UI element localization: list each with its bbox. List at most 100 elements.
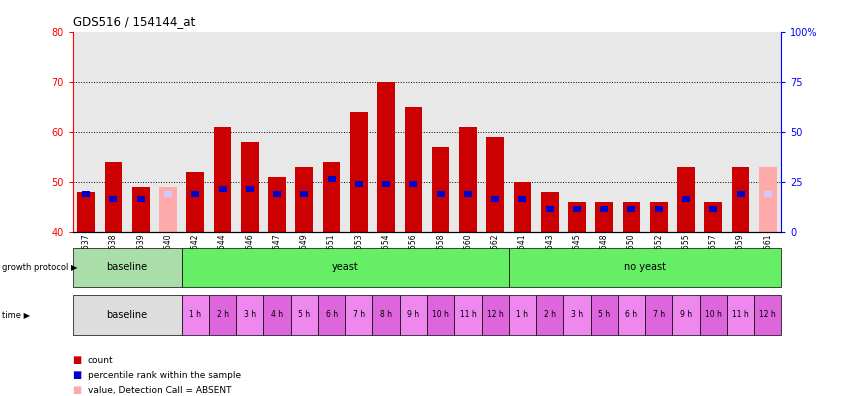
Bar bbox=[649, 202, 667, 232]
Bar bbox=[654, 206, 662, 211]
Text: 3 h: 3 h bbox=[243, 310, 256, 319]
Text: 5 h: 5 h bbox=[597, 310, 610, 319]
Text: 6 h: 6 h bbox=[325, 310, 337, 319]
Bar bbox=[536, 295, 563, 335]
Bar bbox=[409, 181, 417, 187]
Bar bbox=[682, 196, 689, 202]
Text: 2 h: 2 h bbox=[217, 310, 229, 319]
Bar bbox=[191, 190, 199, 197]
Bar bbox=[508, 248, 780, 287]
Bar bbox=[699, 295, 726, 335]
Text: 7 h: 7 h bbox=[352, 310, 364, 319]
Bar bbox=[131, 187, 149, 232]
Bar bbox=[246, 186, 253, 192]
Text: baseline: baseline bbox=[107, 262, 148, 272]
Bar bbox=[704, 202, 722, 232]
Bar bbox=[82, 190, 90, 197]
Text: 6 h: 6 h bbox=[624, 310, 637, 319]
Bar bbox=[735, 190, 744, 197]
Text: 1 h: 1 h bbox=[189, 310, 201, 319]
Text: no yeast: no yeast bbox=[624, 262, 665, 272]
Text: 11 h: 11 h bbox=[731, 310, 748, 319]
Bar bbox=[590, 295, 617, 335]
Bar bbox=[600, 206, 607, 211]
Text: time ▶: time ▶ bbox=[2, 310, 30, 319]
Bar bbox=[164, 190, 171, 197]
Bar bbox=[78, 192, 95, 232]
Bar bbox=[763, 190, 771, 197]
Bar bbox=[671, 295, 699, 335]
Bar bbox=[513, 182, 531, 232]
Bar bbox=[426, 295, 454, 335]
Text: 5 h: 5 h bbox=[298, 310, 310, 319]
Bar bbox=[377, 82, 394, 232]
Text: 9 h: 9 h bbox=[679, 310, 691, 319]
Bar bbox=[241, 142, 258, 232]
Bar bbox=[644, 295, 671, 335]
Bar bbox=[540, 192, 558, 232]
Text: ■: ■ bbox=[73, 355, 82, 366]
Bar bbox=[399, 295, 426, 335]
Bar bbox=[490, 196, 498, 202]
Text: 10 h: 10 h bbox=[704, 310, 721, 319]
Text: count: count bbox=[88, 356, 113, 365]
Bar bbox=[508, 295, 536, 335]
Bar bbox=[567, 202, 585, 232]
Bar bbox=[345, 295, 372, 335]
Bar bbox=[328, 176, 335, 182]
Bar bbox=[709, 206, 717, 211]
Text: 12 h: 12 h bbox=[486, 310, 503, 319]
Bar bbox=[73, 295, 182, 335]
Bar bbox=[617, 295, 644, 335]
Text: 4 h: 4 h bbox=[270, 310, 283, 319]
Bar bbox=[136, 196, 144, 202]
Bar bbox=[758, 167, 775, 232]
Text: 10 h: 10 h bbox=[432, 310, 449, 319]
Text: yeast: yeast bbox=[332, 262, 358, 272]
Bar bbox=[676, 167, 694, 232]
Text: 7 h: 7 h bbox=[652, 310, 664, 319]
Bar bbox=[463, 190, 472, 197]
Bar bbox=[454, 295, 481, 335]
Bar bbox=[404, 107, 421, 232]
Text: ■: ■ bbox=[73, 385, 82, 396]
Bar bbox=[563, 295, 590, 335]
Bar bbox=[109, 196, 118, 202]
Bar bbox=[753, 295, 780, 335]
Text: value, Detection Call = ABSENT: value, Detection Call = ABSENT bbox=[88, 386, 231, 395]
Bar bbox=[218, 186, 226, 192]
Text: 2 h: 2 h bbox=[543, 310, 555, 319]
Bar bbox=[372, 295, 399, 335]
Bar bbox=[209, 295, 236, 335]
Text: ■: ■ bbox=[73, 370, 82, 381]
Bar bbox=[73, 248, 182, 287]
Bar bbox=[381, 181, 390, 187]
Bar bbox=[627, 206, 635, 211]
Bar bbox=[317, 295, 345, 335]
Bar bbox=[350, 112, 368, 232]
Bar bbox=[622, 202, 640, 232]
Bar bbox=[300, 190, 308, 197]
Bar bbox=[545, 206, 553, 211]
Text: growth protocol ▶: growth protocol ▶ bbox=[2, 263, 77, 272]
Bar bbox=[213, 127, 231, 232]
Bar bbox=[485, 137, 503, 232]
Text: baseline: baseline bbox=[107, 310, 148, 320]
Bar bbox=[268, 177, 286, 232]
Bar bbox=[726, 295, 753, 335]
Bar bbox=[322, 162, 340, 232]
Bar bbox=[355, 181, 363, 187]
Text: 3 h: 3 h bbox=[570, 310, 583, 319]
Text: percentile rank within the sample: percentile rank within the sample bbox=[88, 371, 241, 380]
Text: 8 h: 8 h bbox=[380, 310, 392, 319]
Bar bbox=[182, 295, 209, 335]
Bar bbox=[263, 295, 290, 335]
Bar bbox=[436, 190, 444, 197]
Text: 11 h: 11 h bbox=[459, 310, 476, 319]
Bar bbox=[572, 206, 580, 211]
Bar bbox=[459, 127, 476, 232]
Text: 1 h: 1 h bbox=[516, 310, 528, 319]
Bar bbox=[432, 147, 449, 232]
Bar bbox=[731, 167, 748, 232]
Bar bbox=[481, 295, 508, 335]
